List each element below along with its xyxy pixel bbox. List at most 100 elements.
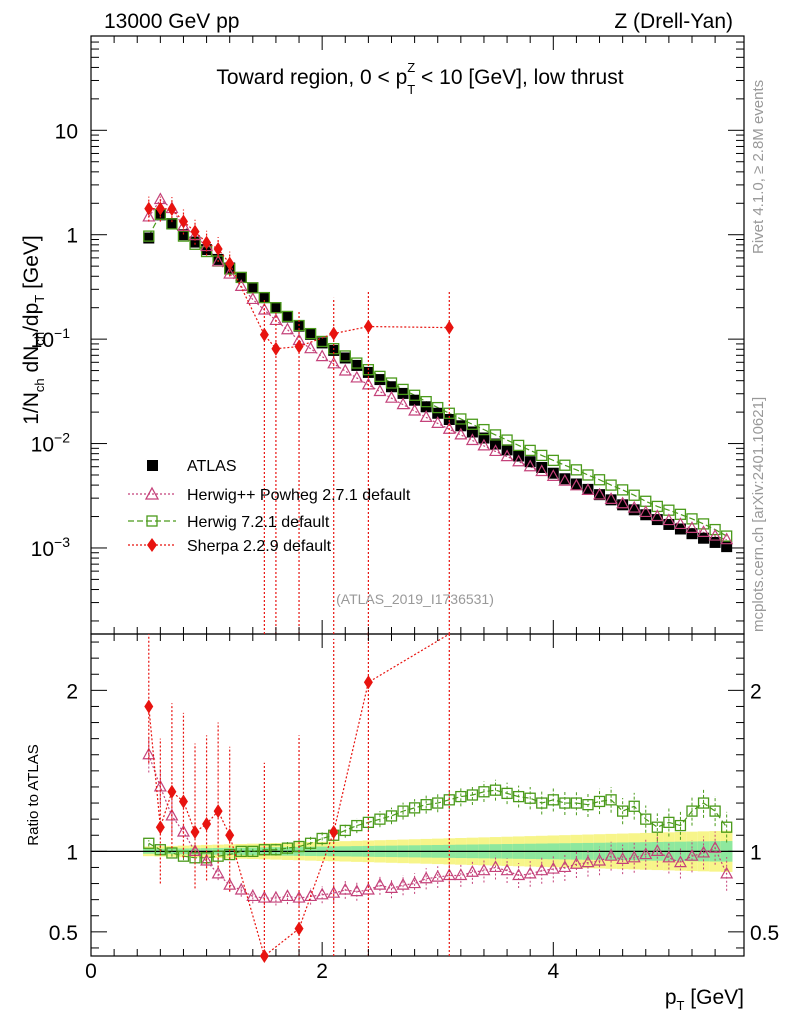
x-tick-label: 4 [547,960,559,983]
ratio-tick-label: 2 [66,680,78,703]
herwigpp-point [673,517,687,530]
herwig7-ratio-point [616,805,629,817]
herwigpp-point [708,528,722,541]
sherpa-point [329,326,339,341]
herwigpp-point [685,521,699,533]
herwig7-ratio-point [351,819,363,832]
atlas-point [570,478,582,490]
herwig7-point [570,464,583,476]
herwigpp-point [523,459,537,472]
atlas-point [698,532,710,544]
herwigpp-point [627,500,641,513]
herwig7-point [616,484,629,496]
herwigpp-point [211,254,225,267]
herwig7-ratio-point [651,821,663,833]
atlas-point [247,282,259,294]
legend-herwigpp-marker [144,486,160,500]
herwig7-ratio-point [582,799,594,811]
herwigpp-ratio-point [223,877,237,890]
legend-sherpa-marker [147,538,157,552]
herwigpp-ratio-point [361,882,375,895]
atlas-point [339,352,351,364]
herwig7-ratio-line [148,789,728,859]
plot-title: Toward region, 0 < pTZ < 10 [GeV], low t… [216,60,623,97]
herwig7-ratio-point [143,837,155,849]
herwigpp-point [593,487,607,500]
header-right: Z (Drell-Yan) [614,10,733,33]
herwigpp-point [639,505,653,518]
sherpa-ratio-point [259,949,269,963]
sherpa-ratio-point [329,825,339,840]
atlas-point [490,438,502,450]
herwigpp-ratio-point [523,866,537,879]
herwigpp-point [246,292,260,305]
herwig7-point [420,395,432,408]
herwig7-point [628,489,640,501]
herwigpp-ratio-point [211,866,225,879]
herwig7-point [512,439,525,452]
atlas-point [189,236,201,248]
herwig7-ratio-point [420,799,432,811]
atlas-point [536,461,548,473]
atlas-point [640,509,652,521]
herwigpp-ratio-point [234,882,248,895]
atlas-point [605,494,617,506]
herwig7-point [166,218,178,230]
atlas-point [594,489,606,501]
herwigpp-point [558,473,572,486]
herwigpp-ratio-point [280,889,294,902]
herwigpp-ratio-point [593,853,607,866]
ratio-tick-label: 1 [66,841,78,864]
sherpa-point [225,256,235,271]
atlas-point [617,499,629,511]
herwig7-point [640,495,652,507]
sherpa-point [167,202,177,217]
herwig7-point [385,377,398,389]
herwigpp-ratio-point [488,860,503,873]
herwig7-point [455,413,467,425]
atlas-point [478,432,490,444]
atlas-point [721,541,733,553]
sherpa-ratio-point [213,804,223,819]
herwigpp-point [512,454,526,467]
herwigpp-ratio-point [246,889,260,902]
herwigpp-point [697,525,711,537]
herwigpp-point [338,363,352,376]
herwig7-point [489,429,502,441]
herwig7-point [501,434,513,446]
x-tick-label: 0 [85,960,97,983]
atlas-point [270,302,282,314]
herwigpp-ratio-point [338,882,352,895]
sherpa-ratio-point [178,794,188,809]
sherpa-ratio-point [294,921,304,936]
herwig7-ratio-point [628,800,640,812]
atlas-point [281,311,293,323]
herwigpp-ratio-point [708,840,722,853]
herwig7-ratio-point [270,844,282,856]
y-tick-label: 1 [66,225,78,248]
ratio-tick-label: 0.5 [49,922,78,945]
sherpa-ratio-point [144,699,154,714]
atlas-point [328,344,340,356]
sherpa-ratio-point [225,828,235,843]
herwig7-point [316,335,328,348]
herwig7-point [559,459,571,471]
herwig7-ratio-point [663,816,675,829]
herwig7-point [432,401,444,414]
ratio-y-axis-label: Ratio to ATLAS [25,744,42,845]
herwigpp-point [234,279,248,291]
herwig7-ratio-point [524,792,536,804]
legend-sherpa-label: Sherpa 2.2.9 default [187,538,332,555]
atlas-point [582,483,594,495]
herwigpp-ratio-point [500,863,514,876]
herwigpp-point [315,349,329,362]
herwig7-point [258,291,271,304]
ratio-tick-label-right: 1 [750,841,762,864]
herwigpp-point [454,427,468,440]
herwigpp-point [304,341,318,354]
herwig7-point [721,530,733,542]
herwigpp-point [327,356,341,369]
herwigpp-point [465,433,479,446]
sherpa-ratio-point [202,816,212,831]
legend: ATLAS Herwig++ Powheg 2.7.1 default Herw… [128,458,411,555]
